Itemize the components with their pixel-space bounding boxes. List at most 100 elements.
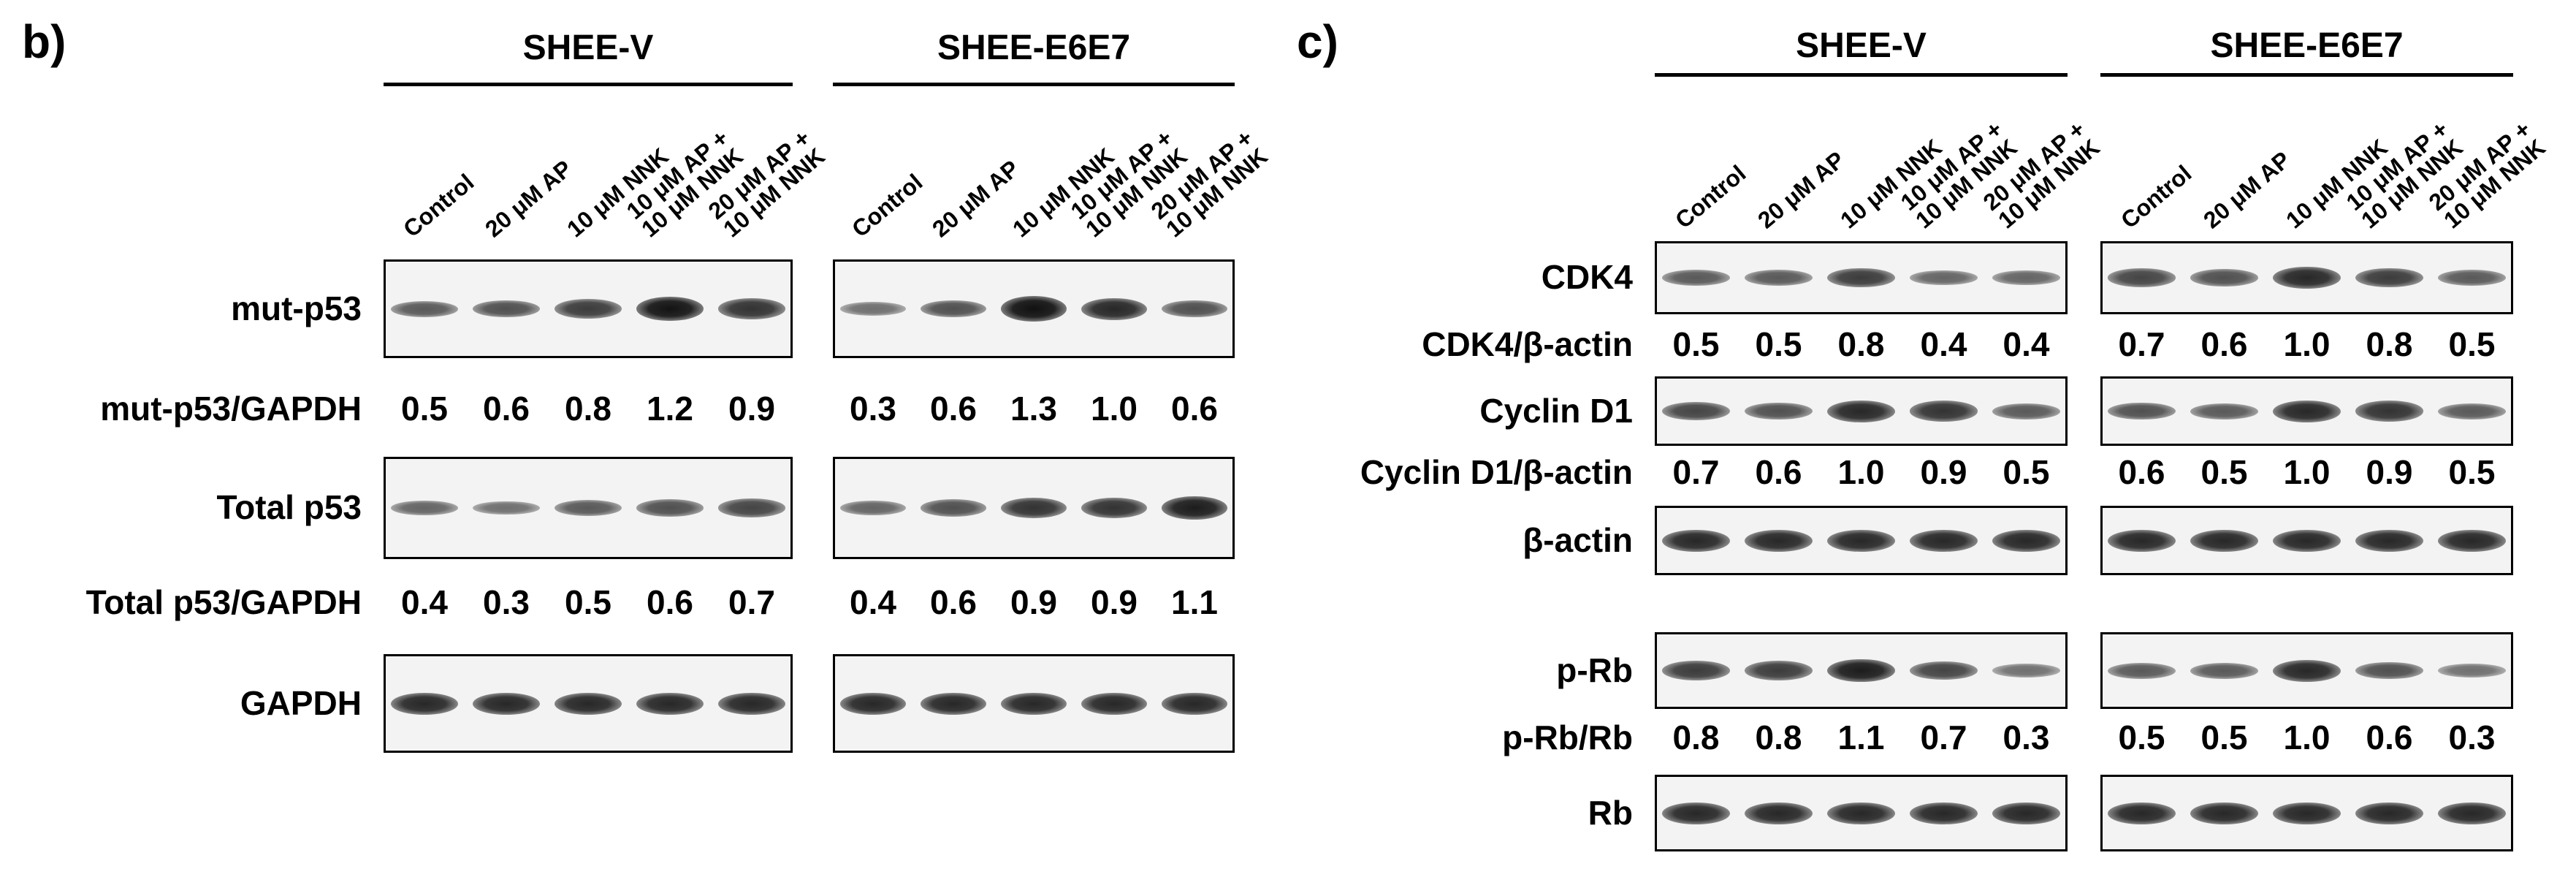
ratio-value: 0.8 xyxy=(1672,718,1720,756)
ratio-value: 0.9 xyxy=(1010,583,1057,621)
ratio-value: 1.3 xyxy=(1010,390,1057,428)
blot-image xyxy=(2100,506,2513,575)
blot-image xyxy=(384,259,793,358)
lane-label-line: 20 μM AP xyxy=(2198,146,2295,234)
ratio-value: 1.0 xyxy=(1091,390,1138,428)
band xyxy=(1910,661,1978,680)
group-underline xyxy=(833,83,1235,86)
band xyxy=(2190,529,2258,552)
ratio-value: 0.8 xyxy=(1837,325,1885,363)
band xyxy=(920,300,987,318)
band xyxy=(1161,496,1228,520)
band xyxy=(920,692,987,715)
ratio-value: 1.0 xyxy=(2283,325,2331,363)
ratio-value: 1.0 xyxy=(2283,453,2331,491)
group-title: SHEE-V xyxy=(1796,26,1927,65)
blot-image xyxy=(2100,241,2513,314)
ratio-label: Cyclin D1/β-actin xyxy=(1360,453,1633,491)
band xyxy=(636,296,704,322)
ratio-value: 0.7 xyxy=(728,583,775,621)
band xyxy=(1827,659,1895,683)
band xyxy=(2190,403,2258,420)
ratio-value: 0.9 xyxy=(1920,453,1967,491)
panel-label: c) xyxy=(1297,15,1338,68)
ratio-label: mut-p53/GAPDH xyxy=(100,390,362,428)
lane-label-line: Control xyxy=(847,168,928,243)
blot-label: GAPDH xyxy=(240,683,362,722)
ratio-value: 0.8 xyxy=(1755,718,1802,756)
ratio-value: 0.4 xyxy=(401,583,448,621)
band xyxy=(2438,270,2506,286)
band xyxy=(1745,402,1813,420)
band xyxy=(1827,267,1895,288)
band xyxy=(1662,802,1730,824)
band xyxy=(1992,270,2060,286)
band xyxy=(1662,270,1730,286)
blot-image xyxy=(833,457,1235,559)
band xyxy=(2108,662,2176,679)
band xyxy=(2273,529,2341,552)
band xyxy=(2108,268,2176,287)
band xyxy=(555,500,622,516)
ratio-value: 0.7 xyxy=(1672,453,1720,491)
band xyxy=(1910,802,1978,824)
ratio-value: 0.3 xyxy=(483,583,530,621)
ratio-value: 0.6 xyxy=(930,583,977,621)
band xyxy=(839,500,907,516)
band xyxy=(2438,529,2506,552)
band xyxy=(2190,269,2258,286)
band xyxy=(1827,802,1895,824)
ratio-value: 0.7 xyxy=(2118,325,2165,363)
band xyxy=(2438,403,2506,420)
blot-image xyxy=(1655,632,2068,709)
lane-label: 20 μM AP xyxy=(927,155,1024,242)
band xyxy=(1827,400,1895,422)
band xyxy=(1992,403,2060,420)
band xyxy=(473,300,540,318)
group-underline xyxy=(2100,73,2513,77)
ratio-value: 1.1 xyxy=(1837,718,1885,756)
blot-image xyxy=(833,259,1235,358)
ratio-value: 0.5 xyxy=(1672,325,1720,363)
lane-label: 20 μM AP xyxy=(1753,146,1850,233)
band xyxy=(2273,802,2341,824)
band xyxy=(1161,300,1228,318)
ratio-value: 0.5 xyxy=(2118,718,2165,756)
lane-label-line: 20 μM AP xyxy=(480,155,577,243)
band xyxy=(718,692,785,715)
band xyxy=(1745,802,1813,824)
band xyxy=(1910,401,1978,422)
band xyxy=(2190,662,2258,679)
blot-image xyxy=(2100,632,2513,709)
band xyxy=(2355,267,2423,288)
ratio-value: 0.8 xyxy=(565,390,611,428)
ratio-value: 0.4 xyxy=(850,583,896,621)
lane-label: 20 μM AP xyxy=(2198,146,2295,234)
band xyxy=(2108,529,2176,552)
blot-image xyxy=(1655,241,2068,314)
band xyxy=(2355,529,2423,552)
band xyxy=(2355,661,2423,680)
band xyxy=(473,692,540,715)
ratio-value: 0.3 xyxy=(850,390,896,428)
band xyxy=(718,298,785,319)
group-underline xyxy=(1655,73,2068,77)
band xyxy=(2355,802,2423,824)
band xyxy=(1662,529,1730,552)
band xyxy=(1992,529,2060,552)
blot-label: Rb xyxy=(1588,793,1633,832)
ratio-value: 0.4 xyxy=(1920,325,1967,363)
blot-image xyxy=(2100,775,2513,851)
band xyxy=(1000,692,1067,715)
band xyxy=(1992,802,2060,824)
ratio-value: 0.6 xyxy=(2366,718,2413,756)
group-title: SHEE-V xyxy=(522,29,654,67)
ratio-value: 0.6 xyxy=(1171,390,1218,428)
ratio-value: 0.4 xyxy=(2003,325,2050,363)
band xyxy=(1910,270,1978,286)
band xyxy=(1827,529,1895,552)
blot-image xyxy=(1655,506,2068,575)
ratio-label: CDK4/β-actin xyxy=(1422,325,1633,363)
blot-image xyxy=(1655,376,2068,446)
ratio-value: 1.1 xyxy=(1171,583,1218,621)
